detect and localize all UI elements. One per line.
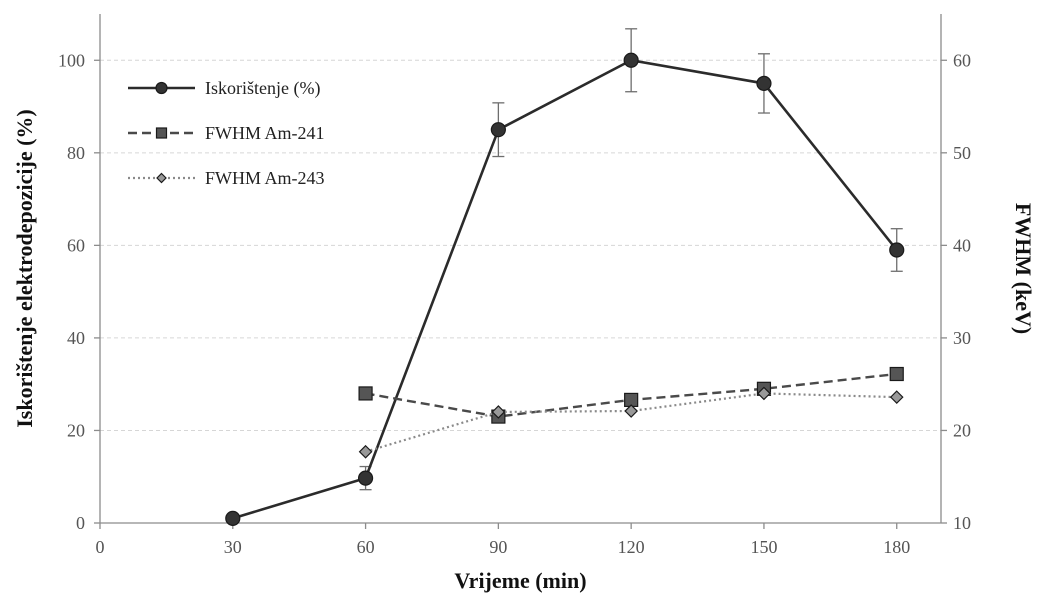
x-tick-label: 90 [489,537,507,557]
y-right-tick-label: 30 [953,328,971,348]
legend-item-1: Iskorištenje (%) [128,78,320,99]
x-tick-label: 30 [224,537,242,557]
y-right-tick-label: 20 [953,420,971,440]
data-point [358,386,373,401]
data-point [357,470,374,486]
series-3 [358,386,904,459]
legend-marker [156,172,167,184]
y-right-tick-label: 10 [953,513,971,533]
legend-item-3: FWHM Am-243 [128,168,325,188]
y-right-tick-label: 50 [953,143,971,163]
legend-marker [155,127,168,139]
data-point [491,405,506,419]
y-right-tick-label: 60 [953,50,971,70]
legend-label: FWHM Am-241 [205,123,325,143]
y-axis-right-title: FWHM (keV) [1011,203,1036,334]
data-point [624,404,639,418]
series-line [232,58,898,520]
y-left-tick-label: 100 [58,50,85,70]
data-point [889,242,905,258]
data-point [756,75,772,92]
y-left-tick-label: 60 [67,235,85,255]
y-left-tick-label: 40 [67,328,85,348]
legend-label: Iskorištenje (%) [205,78,320,99]
data-point [623,52,639,68]
legend: Iskorištenje (%) FWHM Am-241 FWHM Am-243 [128,78,325,188]
y-axis-left-title: Iskorištenje elektrodepozicije (%) [12,109,37,428]
data-point [889,390,904,404]
x-tick-label: 180 [883,537,910,557]
axes: 0 30 60 90 120 150 180 0 20 40 60 80 100 10 20 30 40 50 60 [58,14,971,557]
legend-item-2: FWHM Am-241 [128,123,325,143]
x-axis-title: Vrijeme (min) [454,568,586,593]
legend-marker [155,81,168,95]
y-left-tick-label: 20 [67,420,85,440]
x-tick-label: 60 [357,537,375,557]
data-point [757,386,771,401]
x-tick-label: 120 [618,537,645,557]
legend-label: FWHM Am-243 [205,168,325,188]
data-point [358,444,373,459]
gridlines [100,59,941,431]
x-tick-label: 0 [96,537,105,557]
data-point [490,122,506,138]
data-point [889,366,904,382]
y-right-tick-label: 40 [953,235,971,255]
data-point [225,510,241,526]
y-left-tick-label: 0 [76,513,85,533]
series [225,28,905,526]
y-left-tick-label: 80 [67,143,85,163]
series-1 [225,28,905,526]
x-tick-label: 150 [750,537,777,557]
